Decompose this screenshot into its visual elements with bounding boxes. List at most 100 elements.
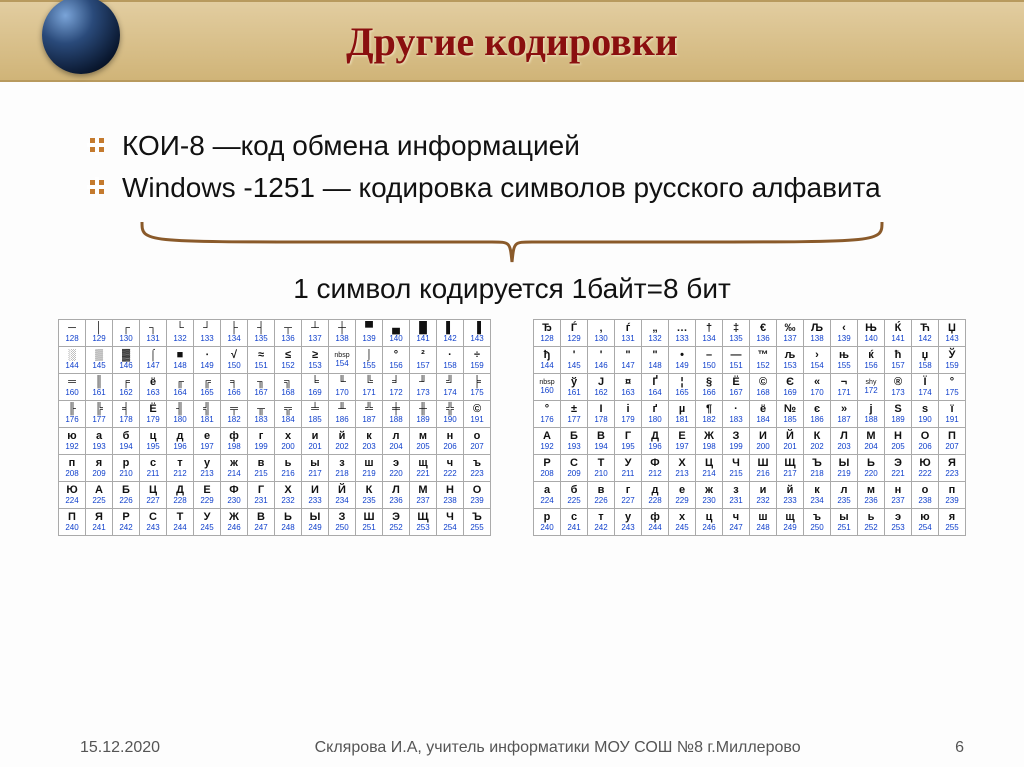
code-cell: ›154 bbox=[804, 346, 831, 373]
code-cell: ╣181 bbox=[194, 400, 221, 427]
code-cell: ╙170 bbox=[329, 373, 356, 400]
code-cell: ш248 bbox=[750, 508, 777, 535]
code-cell: ╜173 bbox=[410, 373, 437, 400]
code-cell: т242 bbox=[588, 508, 615, 535]
code-cell: э220 bbox=[383, 454, 410, 481]
code-cell: «170 bbox=[804, 373, 831, 400]
code-cell: І178 bbox=[588, 400, 615, 427]
code-cell: Ј162 bbox=[588, 373, 615, 400]
code-cell: Р208 bbox=[534, 454, 561, 481]
code-cell: ®173 bbox=[885, 373, 912, 400]
code-cell: ю254 bbox=[912, 508, 939, 535]
code-cell: ╪188 bbox=[383, 400, 410, 427]
brace-decoration bbox=[132, 217, 892, 267]
code-cell: ‚130 bbox=[588, 319, 615, 346]
code-cell: Ќ141 bbox=[885, 319, 912, 346]
code-cell: ▓146 bbox=[113, 346, 140, 373]
code-cell: З250 bbox=[329, 508, 356, 535]
code-cell: Ё167 bbox=[723, 373, 750, 400]
code-cell: »187 bbox=[831, 400, 858, 427]
code-cell: Ћ142 bbox=[912, 319, 939, 346]
code-cell: Џ143 bbox=[939, 319, 966, 346]
code-cell: Х232 bbox=[275, 481, 302, 508]
code-cell: Г195 bbox=[615, 427, 642, 454]
code-cell: ≥153 bbox=[302, 346, 329, 373]
code-cell: Н238 bbox=[437, 481, 464, 508]
code-cell: Н205 bbox=[885, 427, 912, 454]
code-cell: ч222 bbox=[437, 454, 464, 481]
code-cell: ╒162 bbox=[113, 373, 140, 400]
code-cell: №185 bbox=[777, 400, 804, 427]
code-cell: ы251 bbox=[831, 508, 858, 535]
code-cell: ²157 bbox=[410, 346, 437, 373]
code-cell: ┐131 bbox=[140, 319, 167, 346]
code-cell: ц195 bbox=[140, 427, 167, 454]
code-cell: ∙149 bbox=[194, 346, 221, 373]
code-cell: џ158 bbox=[912, 346, 939, 373]
code-cell: ≤152 bbox=[275, 346, 302, 373]
code-cell: ─128 bbox=[59, 319, 86, 346]
code-cell: К235 bbox=[356, 481, 383, 508]
code-cell: ┤135 bbox=[248, 319, 275, 346]
code-cell: ё184 bbox=[750, 400, 777, 427]
code-cell: Ш216 bbox=[750, 454, 777, 481]
code-cell: ©191 bbox=[464, 400, 491, 427]
code-cell: ч247 bbox=[723, 508, 750, 535]
code-cell: ▐143 bbox=[464, 319, 491, 346]
code-cell: ╫189 bbox=[410, 400, 437, 427]
code-cell: ї191 bbox=[939, 400, 966, 427]
code-cell: Ц227 bbox=[140, 481, 167, 508]
code-cell: б194 bbox=[113, 427, 140, 454]
code-cell: г227 bbox=[615, 481, 642, 508]
footer-page: 6 bbox=[955, 739, 964, 757]
bullet-text: Windows -1251 — кодировка символов русск… bbox=[122, 170, 881, 206]
code-cell: ц246 bbox=[696, 508, 723, 535]
code-cell: ќ156 bbox=[858, 346, 885, 373]
code-cell: З199 bbox=[723, 427, 750, 454]
code-cell: љ153 bbox=[777, 346, 804, 373]
center-text: 1 символ кодируется 1байт=8 бит bbox=[90, 273, 934, 305]
bullet-item: Windows -1251 — кодировка символов русск… bbox=[90, 170, 934, 206]
slide-content: КОИ-8 —код обмена информацией Windows -1… bbox=[0, 82, 1024, 305]
code-cell: п208 bbox=[59, 454, 86, 481]
code-cell: У245 bbox=[194, 508, 221, 535]
code-cell: µ181 bbox=[669, 400, 696, 427]
code-cell: Р242 bbox=[113, 508, 140, 535]
code-cell: С243 bbox=[140, 508, 167, 535]
footer-author: Склярова И.А, учитель информатики МОУ СО… bbox=[315, 739, 801, 757]
code-cell: Д196 bbox=[642, 427, 669, 454]
code-cell: ░144 bbox=[59, 346, 86, 373]
code-cell: ґ180 bbox=[642, 400, 669, 427]
code-cell: Щ217 bbox=[777, 454, 804, 481]
code-cell: ├134 bbox=[221, 319, 248, 346]
code-cell: •149 bbox=[669, 346, 696, 373]
code-cell: б225 bbox=[561, 481, 588, 508]
code-cell: ╧185 bbox=[302, 400, 329, 427]
code-cell: ╘169 bbox=[302, 373, 329, 400]
code-cell: э253 bbox=[885, 508, 912, 535]
code-cell: ѓ131 bbox=[615, 319, 642, 346]
code-cell: nbsp154 bbox=[329, 346, 356, 373]
code-cell: в226 bbox=[588, 481, 615, 508]
code-cell: а193 bbox=[86, 427, 113, 454]
code-cell: с241 bbox=[561, 508, 588, 535]
code-cell: Ў159 bbox=[939, 346, 966, 373]
code-cell: ┼138 bbox=[329, 319, 356, 346]
code-cell: Е197 bbox=[669, 427, 696, 454]
code-cell: л235 bbox=[831, 481, 858, 508]
code-cell: ╠177 bbox=[86, 400, 113, 427]
code-cell: ╔165 bbox=[194, 373, 221, 400]
code-cell: ▀139 bbox=[356, 319, 383, 346]
code-cell: Т244 bbox=[167, 508, 194, 535]
code-cell: Я241 bbox=[86, 508, 113, 535]
code-cell: Ц214 bbox=[696, 454, 723, 481]
code-cell: "147 bbox=[615, 346, 642, 373]
code-cell: д228 bbox=[642, 481, 669, 508]
code-cell: Ї174 bbox=[912, 373, 939, 400]
code-cell: О239 bbox=[464, 481, 491, 508]
code-cell: ь216 bbox=[275, 454, 302, 481]
code-cell: ™152 bbox=[750, 346, 777, 373]
code-cell: Л236 bbox=[383, 481, 410, 508]
code-cell: М237 bbox=[410, 481, 437, 508]
code-cell: С209 bbox=[561, 454, 588, 481]
